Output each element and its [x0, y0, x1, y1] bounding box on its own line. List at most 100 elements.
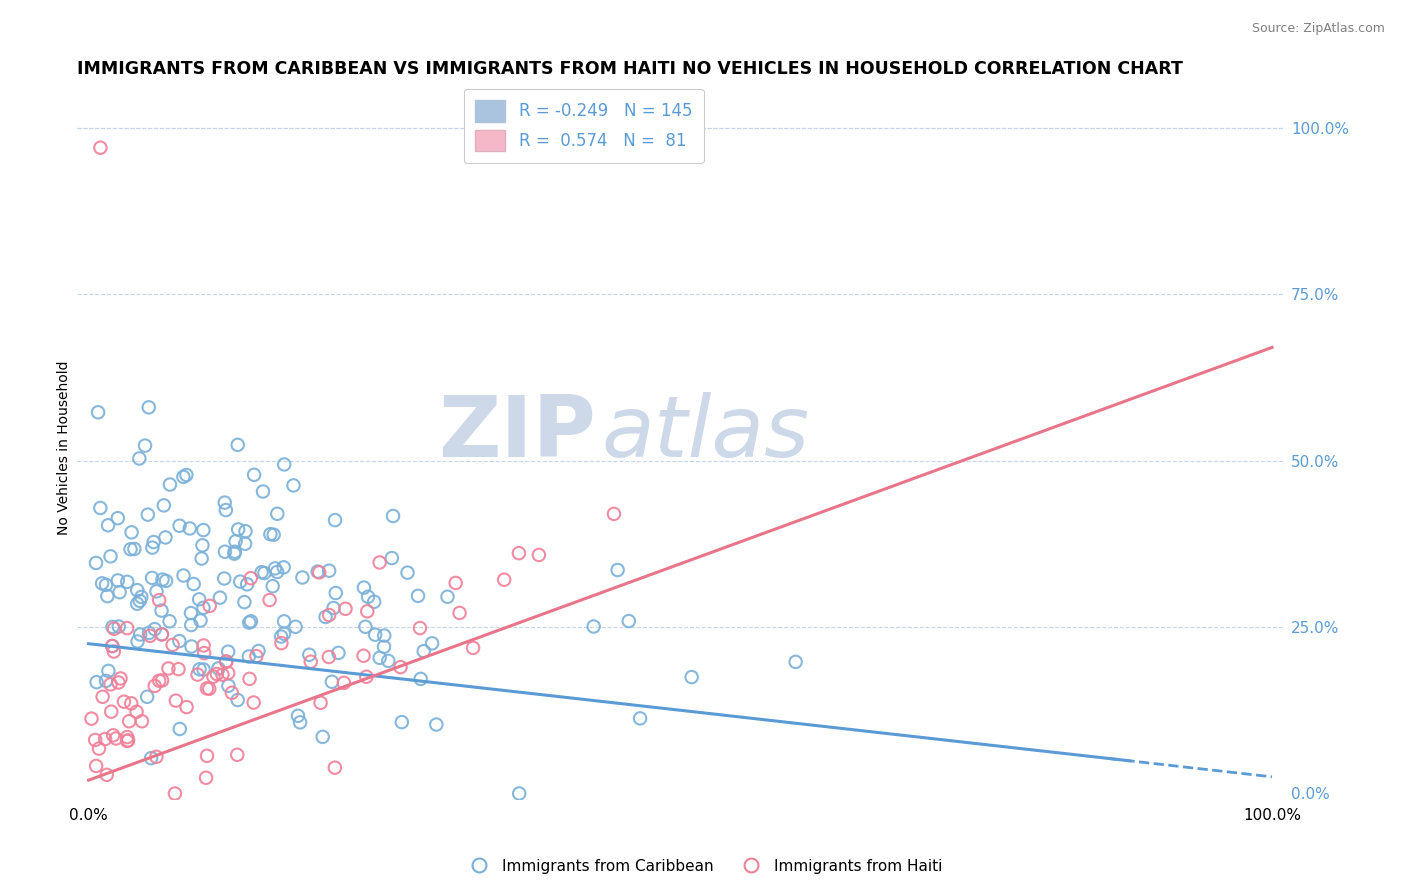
- Point: [409, 621, 432, 635]
- Point: [169, 722, 191, 736]
- Point: [681, 670, 703, 684]
- Point: [94, 578, 117, 592]
- Point: [259, 593, 281, 607]
- Point: [96, 768, 118, 782]
- Point: [412, 644, 434, 658]
- Point: [333, 676, 356, 690]
- Point: [238, 615, 260, 630]
- Text: IMMIGRANTS FROM CARIBBEAN VS IMMIGRANTS FROM HAITI NO VEHICLES IN HOUSEHOLD CORR: IMMIGRANTS FROM CARIBBEAN VS IMMIGRANTS …: [77, 60, 1182, 78]
- Point: [250, 566, 273, 580]
- Point: [107, 675, 129, 690]
- Point: [288, 715, 311, 730]
- Y-axis label: No Vehicles in Household: No Vehicles in Household: [58, 360, 72, 534]
- Point: [108, 585, 131, 599]
- Point: [145, 584, 167, 599]
- Point: [169, 518, 191, 533]
- Point: [270, 636, 292, 650]
- Point: [187, 667, 209, 681]
- Point: [110, 672, 132, 686]
- Point: [266, 507, 288, 521]
- Point: [322, 601, 344, 615]
- Point: [124, 541, 146, 556]
- Point: [125, 705, 148, 719]
- Point: [308, 566, 330, 580]
- Point: [508, 546, 530, 560]
- Point: [128, 594, 150, 608]
- Point: [373, 640, 395, 654]
- Point: [284, 620, 307, 634]
- Point: [104, 731, 127, 746]
- Point: [159, 477, 181, 491]
- Point: [141, 571, 163, 585]
- Point: [134, 439, 156, 453]
- Point: [628, 711, 651, 725]
- Point: [225, 534, 247, 549]
- Point: [409, 672, 432, 686]
- Point: [364, 628, 387, 642]
- Point: [298, 648, 321, 662]
- Point: [172, 470, 194, 484]
- Point: [141, 541, 163, 555]
- Point: [214, 545, 236, 559]
- Point: [84, 759, 107, 773]
- Point: [368, 650, 391, 665]
- Point: [273, 615, 295, 629]
- Text: ZIP: ZIP: [439, 392, 596, 475]
- Point: [94, 732, 117, 747]
- Point: [207, 661, 229, 675]
- Point: [420, 636, 443, 650]
- Point: [252, 484, 274, 499]
- Point: [356, 670, 378, 684]
- Point: [527, 548, 550, 562]
- Point: [323, 761, 346, 775]
- Point: [115, 734, 138, 748]
- Point: [582, 619, 605, 633]
- Point: [193, 646, 215, 660]
- Point: [100, 705, 122, 719]
- Point: [226, 522, 249, 536]
- Point: [356, 604, 378, 618]
- Point: [176, 700, 198, 714]
- Point: [190, 551, 212, 566]
- Point: [188, 662, 211, 676]
- Point: [603, 507, 626, 521]
- Point: [86, 675, 108, 690]
- Point: [357, 590, 380, 604]
- Point: [238, 649, 260, 664]
- Point: [508, 787, 530, 801]
- Point: [101, 639, 124, 653]
- Point: [183, 577, 205, 591]
- Point: [243, 467, 266, 482]
- Point: [323, 513, 346, 527]
- Point: [193, 523, 215, 537]
- Point: [318, 607, 340, 622]
- Point: [148, 673, 170, 688]
- Point: [270, 630, 292, 644]
- Point: [191, 538, 214, 552]
- Text: atlas: atlas: [602, 392, 810, 475]
- Point: [215, 503, 238, 517]
- Point: [127, 597, 149, 611]
- Point: [264, 561, 287, 575]
- Point: [273, 627, 295, 641]
- Point: [150, 627, 173, 641]
- Point: [221, 686, 243, 700]
- Point: [155, 531, 177, 545]
- Point: [262, 579, 284, 593]
- Point: [131, 590, 153, 604]
- Point: [143, 679, 166, 693]
- Point: [107, 511, 129, 525]
- Point: [235, 524, 257, 539]
- Point: [138, 626, 160, 640]
- Point: [97, 518, 120, 533]
- Point: [436, 590, 458, 604]
- Point: [148, 593, 170, 607]
- Point: [121, 525, 143, 540]
- Point: [224, 545, 246, 559]
- Point: [377, 654, 399, 668]
- Point: [107, 619, 129, 633]
- Point: [368, 556, 391, 570]
- Point: [180, 606, 202, 620]
- Point: [273, 458, 295, 472]
- Point: [136, 508, 159, 522]
